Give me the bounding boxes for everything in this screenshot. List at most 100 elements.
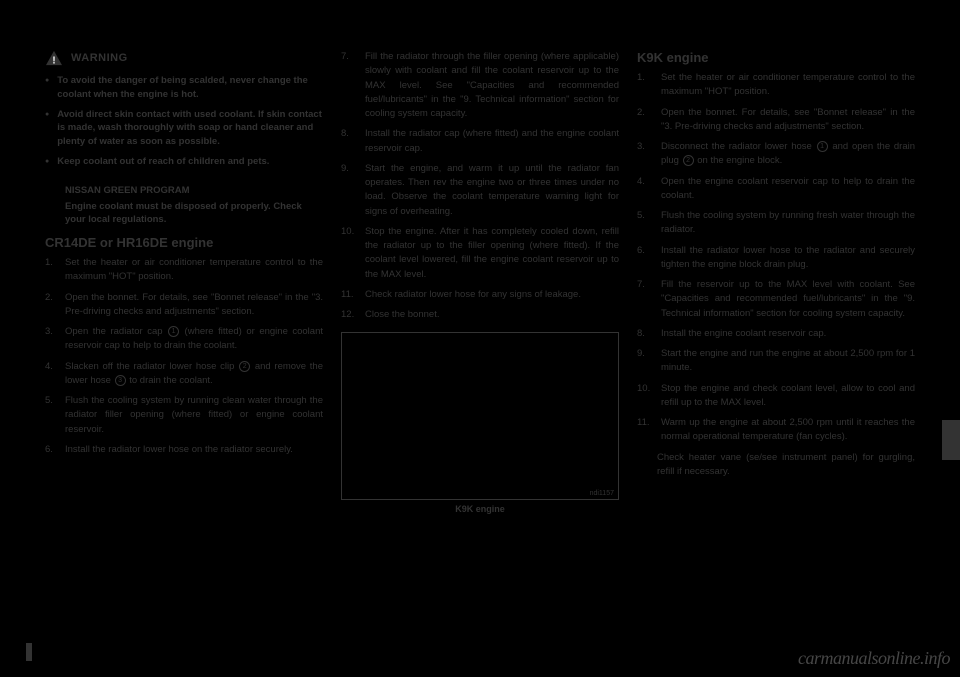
item-text: Set the heater or air conditioner temper… xyxy=(65,256,323,285)
item-text: Disconnect the radiator lower hose 1 and… xyxy=(661,140,915,169)
warning-triangle-icon: ! xyxy=(45,50,63,66)
item-text: Slacken off the radiator lower hose clip… xyxy=(65,360,323,389)
side-tab-left-icon xyxy=(26,643,32,661)
warning-bullet-1: To avoid the danger of being scalded, ne… xyxy=(45,74,323,102)
section-heading-k9k: K9K engine xyxy=(637,50,915,65)
page-footer: Maintenance and do-it-yourself 8-7 xyxy=(758,636,915,647)
diagram-code: ndi1157 xyxy=(590,490,614,497)
item-number: 12. xyxy=(341,308,359,322)
circled-2-icon: 2 xyxy=(239,361,250,372)
section-heading-cr14de: CR14DE or HR16DE engine xyxy=(45,235,323,250)
item-number: 3. xyxy=(45,325,59,354)
circled-1-icon: 1 xyxy=(168,326,179,337)
list-item: 4.Open the engine coolant reservoir cap … xyxy=(637,175,915,204)
list-item: 1.Set the heater or air conditioner temp… xyxy=(45,256,323,285)
warning-bullet-list: To avoid the danger of being scalded, ne… xyxy=(45,74,323,175)
col2-list: 7.Fill the radiator through the filler o… xyxy=(341,50,619,328)
item-text: Warm up the engine at about 2,500 rpm un… xyxy=(661,416,915,445)
warning-bullet-2: Avoid direct skin contact with used cool… xyxy=(45,108,323,149)
item-number: 4. xyxy=(45,360,59,389)
sub-note: Check heater vane (se/see instrument pan… xyxy=(657,451,915,480)
item-number: 9. xyxy=(341,162,359,219)
item-number: 7. xyxy=(637,278,655,321)
item-text: Flush the cooling system by running fres… xyxy=(661,209,915,238)
item-text: Check radiator lower hose for any signs … xyxy=(365,288,619,302)
circled-2-icon: 2 xyxy=(683,155,694,166)
list-item: 7.Fill the reservoir up to the MAX level… xyxy=(637,278,915,321)
item-text: Open the bonnet. For details, see "Bonne… xyxy=(661,106,915,135)
diagram-box: ndi1157 xyxy=(341,332,619,500)
item-number: 10. xyxy=(341,225,359,282)
item-number: 4. xyxy=(637,175,655,204)
item-number: 1. xyxy=(637,71,655,100)
warning-bullet-text: Keep coolant out of reach of children an… xyxy=(57,155,269,169)
item-text: Install the radiator lower hose on the r… xyxy=(65,443,323,457)
list-item: 8.Install the radiator cap (where fitted… xyxy=(341,127,619,156)
warning-bullet-3: Keep coolant out of reach of children an… xyxy=(45,155,323,169)
item-number: 8. xyxy=(637,327,655,341)
item-text: Install the radiator cap (where fitted) … xyxy=(365,127,619,156)
list-item: 6.Install the radiator lower hose to the… xyxy=(637,244,915,273)
list-item: 10. Stop the engine and check coolant lev… xyxy=(637,382,915,411)
list-item: 2.Open the bonnet. For details, see "Bon… xyxy=(45,291,323,320)
warning-bullet-text: Avoid direct skin contact with used cool… xyxy=(57,108,323,149)
list-item: 4.Slacken off the radiator lower hose cl… xyxy=(45,360,323,389)
list-item: 10. Stop the engine. After it has complet… xyxy=(341,225,619,282)
item-number: 9. xyxy=(637,347,655,376)
column-1: ! WARNING To avoid the danger of being s… xyxy=(45,50,323,657)
item-number: 7. xyxy=(341,50,359,121)
circled-3-icon: 3 xyxy=(115,375,126,386)
circled-1-icon: 1 xyxy=(817,141,828,152)
item-text: Stop the engine. After it has completely… xyxy=(365,225,619,282)
section2-list: 1.Set the heater or air conditioner temp… xyxy=(637,71,915,451)
item-text: Install the radiator lower hose to the r… xyxy=(661,244,915,273)
item-text: Start the engine, and warm it up until t… xyxy=(365,162,619,219)
list-item: 8.Install the engine coolant reservoir c… xyxy=(637,327,915,341)
column-3: K9K engine 1.Set the heater or air condi… xyxy=(637,50,915,657)
list-item: 6. Install the radiator lower hose on the… xyxy=(45,443,323,457)
list-item: 7.Fill the radiator through the filler o… xyxy=(341,50,619,121)
section1-list: 1.Set the heater or air conditioner temp… xyxy=(45,256,323,463)
list-item: 12. Close the bonnet. xyxy=(341,308,619,322)
list-item: 11. Check radiator lower hose for any sig… xyxy=(341,288,619,302)
diagram-caption: K9K engine xyxy=(341,504,619,514)
side-tab-icon xyxy=(942,420,960,460)
item-number: 10. xyxy=(637,382,655,411)
item-text: Fill the reservoir up to the MAX level w… xyxy=(661,278,915,321)
item-number: 11. xyxy=(341,288,359,302)
list-item: 11.Warm up the engine at about 2,500 rpm… xyxy=(637,416,915,445)
list-item: 3.Open the radiator cap 1 (where fitted)… xyxy=(45,325,323,354)
item-text: Fill the radiator through the filler ope… xyxy=(365,50,619,121)
item-text: Start the engine and run the engine at a… xyxy=(661,347,915,376)
list-item: 5.Flush the cooling system by running fr… xyxy=(637,209,915,238)
item-text: Stop the engine and check coolant level,… xyxy=(661,382,915,411)
list-item: 3.Disconnect the radiator lower hose 1 a… xyxy=(637,140,915,169)
item-text: Open the engine coolant reservoir cap to… xyxy=(661,175,915,204)
item-text: Close the bonnet. xyxy=(365,308,619,322)
footer-page-number: 8-7 xyxy=(901,636,915,647)
warning-bullet-text: To avoid the danger of being scalded, ne… xyxy=(57,74,323,102)
footer-section-label: Maintenance and do-it-yourself xyxy=(758,636,888,647)
item-number: 3. xyxy=(637,140,655,169)
green-program-title: NISSAN GREEN PROGRAM xyxy=(65,185,323,196)
page-container: ! WARNING To avoid the danger of being s… xyxy=(0,0,960,677)
item-text: Open the bonnet. For details, see "Bonne… xyxy=(65,291,323,320)
item-text: Flush the cooling system by running clea… xyxy=(65,394,323,437)
warning-header: ! WARNING xyxy=(45,50,323,66)
watermark: carmanualsonline.info xyxy=(798,648,950,669)
item-text: Set the heater or air conditioner temper… xyxy=(661,71,915,100)
item-number: 8. xyxy=(341,127,359,156)
item-number: 6. xyxy=(45,443,59,457)
item-text: Open the radiator cap 1 (where fitted) o… xyxy=(65,325,323,354)
item-number: 2. xyxy=(637,106,655,135)
list-item: 9.Start the engine and run the engine at… xyxy=(637,347,915,376)
item-number: 6. xyxy=(637,244,655,273)
item-number: 1. xyxy=(45,256,59,285)
item-number: 5. xyxy=(45,394,59,437)
column-2: 7.Fill the radiator through the filler o… xyxy=(341,50,619,657)
list-item: 9.Start the engine, and warm it up until… xyxy=(341,162,619,219)
list-item: 5.Flush the cooling system by running cl… xyxy=(45,394,323,437)
list-item: 1.Set the heater or air conditioner temp… xyxy=(637,71,915,100)
item-number: 5. xyxy=(637,209,655,238)
item-number: 2. xyxy=(45,291,59,320)
